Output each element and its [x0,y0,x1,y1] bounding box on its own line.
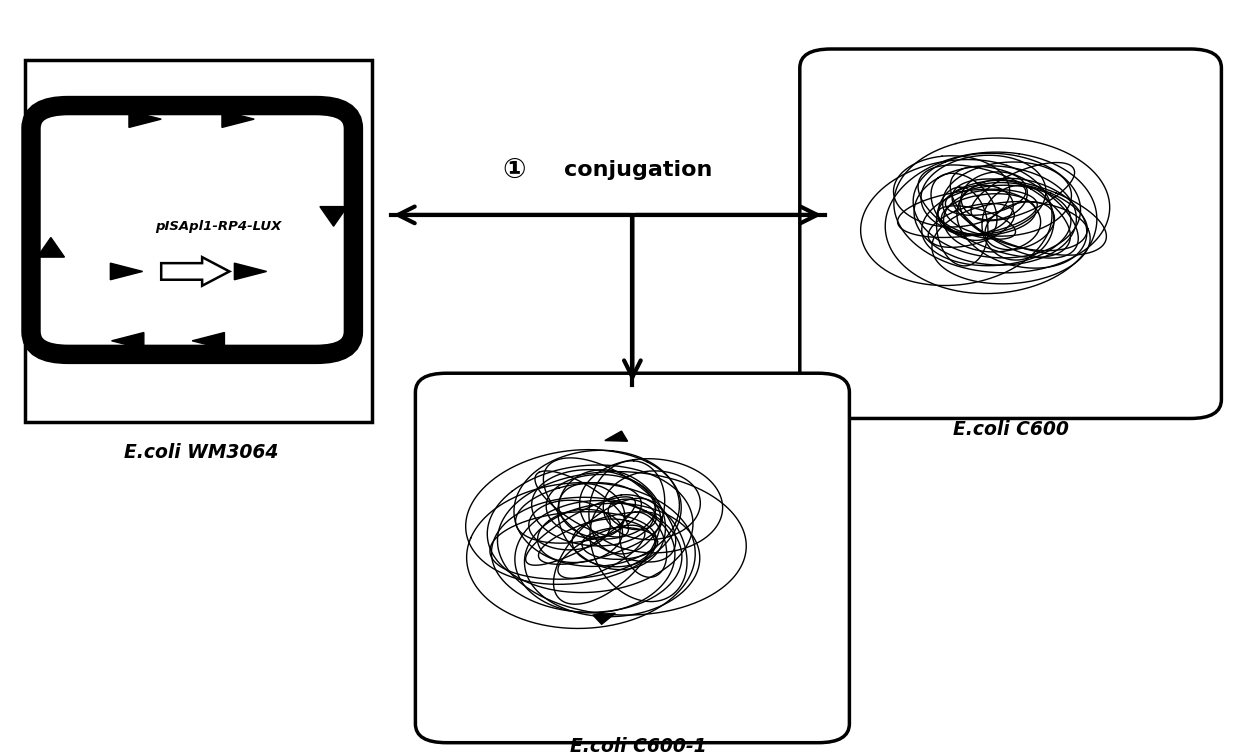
Polygon shape [192,333,224,349]
Polygon shape [37,238,64,257]
Polygon shape [112,333,144,349]
Text: E.coli WM3064: E.coli WM3064 [124,443,278,462]
Polygon shape [110,263,143,280]
Polygon shape [320,207,347,226]
FancyBboxPatch shape [25,60,372,422]
Text: pISApl1-RP4-LUX: pISApl1-RP4-LUX [155,219,281,233]
FancyBboxPatch shape [415,373,849,743]
FancyArrow shape [161,257,229,286]
Polygon shape [234,263,267,280]
Text: E.coli C600-1: E.coli C600-1 [570,737,707,754]
Polygon shape [593,613,615,624]
Text: E.coli C600: E.coli C600 [952,420,1069,440]
Polygon shape [605,431,627,441]
Polygon shape [222,111,254,127]
Polygon shape [129,111,161,127]
FancyBboxPatch shape [800,49,1221,418]
Text: conjugation: conjugation [564,160,713,179]
Text: ①: ① [503,155,526,184]
